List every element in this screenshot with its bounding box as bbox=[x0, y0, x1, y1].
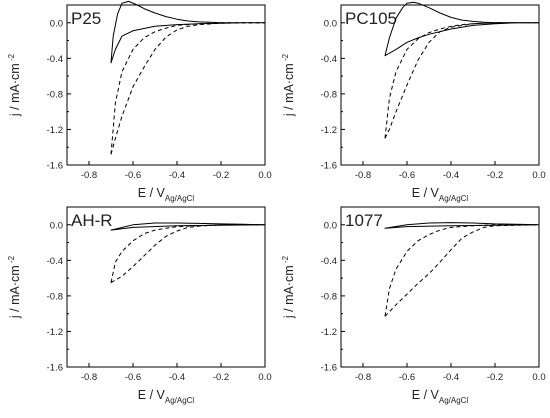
y-axis-title: j / mA·cm -2 bbox=[7, 53, 22, 117]
y-tick-label: 0.0 bbox=[50, 18, 63, 29]
y-tick-label: -1.2 bbox=[47, 125, 63, 136]
y-tick-label: -0.4 bbox=[321, 256, 337, 267]
x-tick-label: -0.4 bbox=[443, 170, 459, 181]
x-axis-title-sub: Ag/AgCl bbox=[439, 396, 469, 405]
solid-cv-curve bbox=[384, 222, 540, 229]
y-axis-title-main: j / mA·cm bbox=[8, 63, 22, 117]
y-tick-label: -1.2 bbox=[47, 327, 63, 338]
chart-panel-2: -0.8 -0.6 -0.4 -0.2 0.0 0.0 -0.4 -0.8 -1.2 -1.6 E … bbox=[281, 1, 546, 203]
dashed-cv-curve bbox=[384, 22, 539, 139]
dashed-cv-curve bbox=[110, 224, 265, 283]
y-axis-title-main: j / mA·cm bbox=[282, 63, 296, 117]
y-axis-title-main: j / mA·cm bbox=[282, 265, 296, 319]
y-tick-label: -0.8 bbox=[321, 89, 337, 100]
y-tick-label: 0.0 bbox=[324, 18, 337, 29]
y-axis-title: j / mA·cm -2 bbox=[281, 255, 296, 319]
x-axis-title: E / VAg/AgCl bbox=[138, 388, 195, 405]
x-tick-label: -0.2 bbox=[213, 170, 229, 181]
chart-panel-4: -0.8 -0.6 -0.4 -0.2 0.0 0.0 -0.4 -0.8 -1.2 -1.6 E … bbox=[281, 206, 546, 405]
y-tick-label: -0.8 bbox=[321, 291, 337, 302]
plot-frame bbox=[66, 4, 266, 166]
y-tick-label: -1.6 bbox=[47, 161, 63, 172]
solid-cv-curve bbox=[384, 1, 539, 57]
y-tick-label: -0.8 bbox=[47, 291, 63, 302]
plot-frame bbox=[340, 4, 540, 166]
plot-frame bbox=[340, 206, 540, 368]
panel-label: PC105 bbox=[345, 9, 397, 28]
panel-label: 1077 bbox=[345, 211, 383, 230]
x-tick-label: -0.6 bbox=[125, 372, 141, 383]
x-tick-label: -0.6 bbox=[125, 170, 141, 181]
panel-label: AH-R bbox=[71, 211, 113, 230]
y-tick-label: 0.0 bbox=[50, 220, 63, 231]
x-axis-title-sub: Ag/AgCl bbox=[439, 194, 469, 203]
y-tick-label: -1.6 bbox=[321, 161, 337, 172]
y-tick-label: -0.8 bbox=[47, 89, 63, 100]
x-axis-title-sub: Ag/AgCl bbox=[165, 396, 195, 405]
dashed-cv-curve bbox=[384, 22, 539, 139]
dashed-cv-curve bbox=[384, 224, 539, 317]
x-axis-title: E / VAg/AgCl bbox=[412, 186, 469, 203]
y-axis-title-sup: -2 bbox=[281, 255, 290, 265]
x-axis-title-sub: Ag/AgCl bbox=[165, 194, 195, 203]
x-tick-label: -0.4 bbox=[443, 372, 459, 383]
dashed-cv-curve bbox=[110, 224, 265, 284]
x-tick-label: -0.2 bbox=[213, 372, 229, 383]
y-tick-label: -1.2 bbox=[321, 327, 337, 338]
x-tick-label: -0.8 bbox=[81, 372, 97, 383]
x-axis-title-main: E / V bbox=[138, 186, 166, 200]
y-tick-label: -0.4 bbox=[47, 256, 63, 267]
x-tick-label: -0.6 bbox=[399, 170, 415, 181]
dashed-cv-curve bbox=[110, 22, 265, 155]
y-tick-label: -0.4 bbox=[47, 54, 63, 65]
x-axis-title-main: E / V bbox=[138, 388, 166, 402]
x-tick-label: -0.4 bbox=[169, 372, 185, 383]
x-tick-label: 0.0 bbox=[258, 170, 271, 181]
y-tick-label: -1.2 bbox=[321, 125, 337, 136]
y-tick-label: 0.0 bbox=[324, 220, 337, 231]
x-tick-label: -0.2 bbox=[487, 372, 503, 383]
x-tick-label: -0.2 bbox=[487, 170, 503, 181]
solid-cv-curve bbox=[110, 0, 265, 64]
panel-label: P25 bbox=[71, 9, 101, 28]
y-axis-title-sup: -2 bbox=[281, 53, 290, 63]
x-tick-label: -0.8 bbox=[355, 170, 371, 181]
x-tick-label: -0.6 bbox=[399, 372, 415, 383]
y-tick-label: -1.6 bbox=[47, 363, 63, 374]
x-axis-title-main: E / V bbox=[412, 186, 440, 200]
x-tick-label: -0.8 bbox=[355, 372, 371, 383]
x-tick-label: 0.0 bbox=[532, 372, 545, 383]
dashed-cv-curve bbox=[384, 224, 540, 317]
x-tick-label: -0.4 bbox=[169, 170, 185, 181]
x-tick-label: -0.8 bbox=[81, 170, 97, 181]
y-axis-title-main: j / mA·cm bbox=[8, 265, 22, 319]
y-axis-title: j / mA·cm -2 bbox=[7, 255, 22, 319]
y-axis-title-sup: -2 bbox=[7, 255, 16, 265]
y-tick-label: -1.6 bbox=[321, 363, 337, 374]
chart-panel-1: -0.8 -0.6 -0.4 -0.2 0.0 0.0 -0.4 -0.8 -1.2 -1.6 E … bbox=[7, 0, 272, 203]
dashed-cv-curve bbox=[110, 22, 265, 155]
y-tick-label: -0.4 bbox=[321, 54, 337, 65]
x-tick-label: 0.0 bbox=[258, 372, 271, 383]
x-tick-label: 0.0 bbox=[532, 170, 545, 181]
x-axis-title: E / VAg/AgCl bbox=[412, 388, 469, 405]
x-axis-title-main: E / V bbox=[412, 388, 440, 402]
y-axis-title-sup: -2 bbox=[7, 53, 16, 63]
solid-cv-curve bbox=[110, 222, 266, 231]
chart-panel-3: -0.8 -0.6 -0.4 -0.2 0.0 0.0 -0.4 -0.8 -1.2 -1.6 E … bbox=[7, 206, 272, 405]
y-axis-title: j / mA·cm -2 bbox=[281, 53, 296, 117]
plot-frame bbox=[66, 206, 266, 368]
x-axis-title: E / VAg/AgCl bbox=[138, 186, 195, 203]
